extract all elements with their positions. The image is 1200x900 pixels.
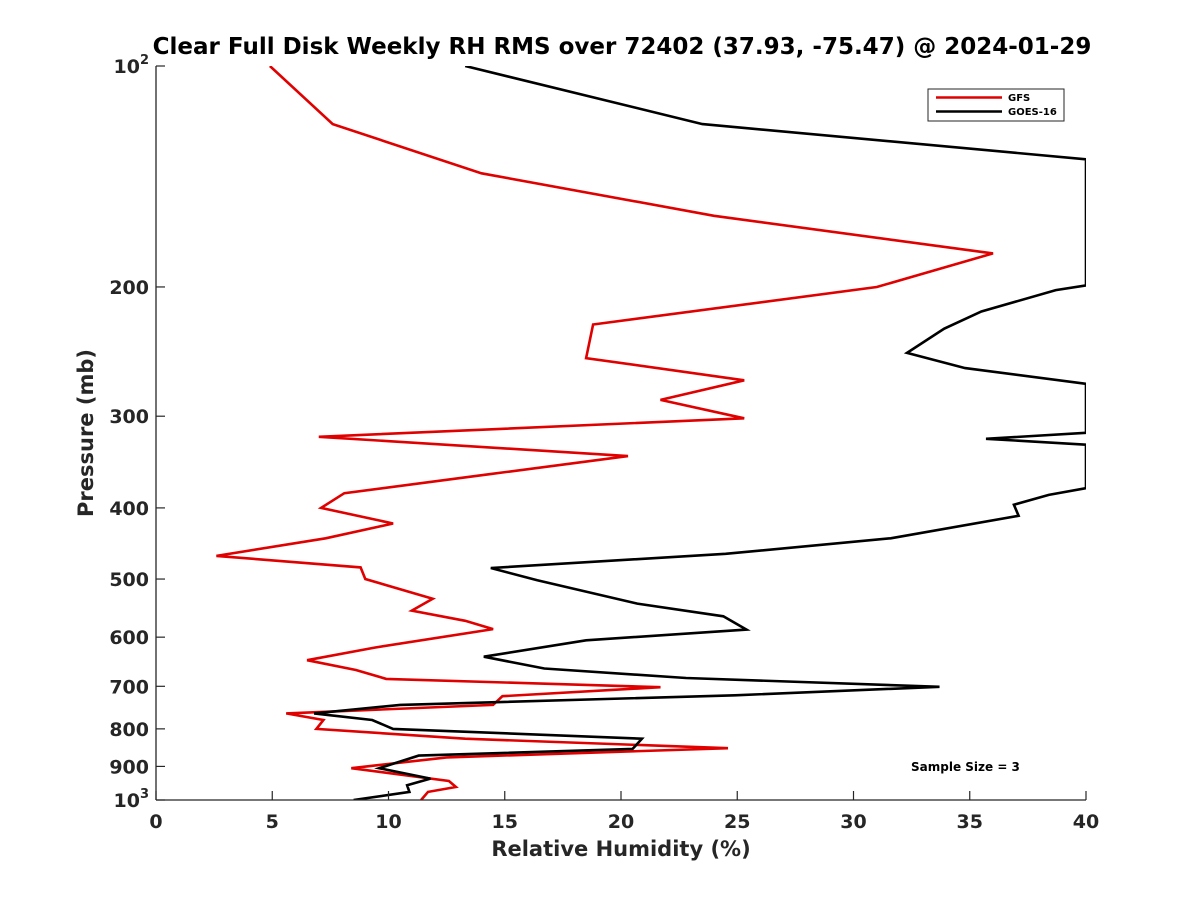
series-line-gfs <box>216 66 994 800</box>
series-line-goes16 <box>313 66 1086 800</box>
chart-title: Clear Full Disk Weekly RH RMS over 72402… <box>153 34 1092 60</box>
series-layer <box>216 66 1086 800</box>
x-tick-label: 10 <box>375 811 401 833</box>
y-tick-label: 500 <box>109 569 149 591</box>
x-axis-label: Relative Humidity (%) <box>491 837 750 861</box>
x-tick-label: 15 <box>492 811 518 833</box>
x-tick-label: 25 <box>724 811 750 833</box>
y-tick-label: 300 <box>109 406 149 428</box>
x-tick-label: 35 <box>957 811 983 833</box>
legend-label-goes16: GOES-16 <box>1008 107 1057 118</box>
y-tick-label: 700 <box>109 676 149 698</box>
y-tick-label: 102 <box>114 53 150 78</box>
x-ticks: 0 5 10 15 20 25 30 35 40 <box>149 791 1099 833</box>
x-tick-label: 40 <box>1073 811 1099 833</box>
legend-label-gfs: GFS <box>1008 93 1030 104</box>
sample-size-annotation: Sample Size = 3 <box>911 760 1020 774</box>
y-tick-label: 200 <box>109 277 149 299</box>
legend: GFS GOES-16 <box>927 88 1065 122</box>
y-tick-label: 103 <box>114 787 150 812</box>
y-ticks: 102 200 300 400 500 600 700 800 900 103 <box>109 53 165 812</box>
y-tick-label: 600 <box>109 627 149 649</box>
plot-area <box>156 66 1086 800</box>
y-axis-label: Pressure (mb) <box>74 349 98 517</box>
x-tick-label: 5 <box>266 811 279 833</box>
x-tick-label: 20 <box>608 811 634 833</box>
y-tick-label: 800 <box>109 719 149 741</box>
legend-box <box>927 88 1065 122</box>
x-tick-label: 0 <box>149 811 162 833</box>
y-tick-label: 900 <box>109 756 149 778</box>
y-tick-label: 400 <box>109 498 149 520</box>
x-tick-label: 30 <box>840 811 866 833</box>
